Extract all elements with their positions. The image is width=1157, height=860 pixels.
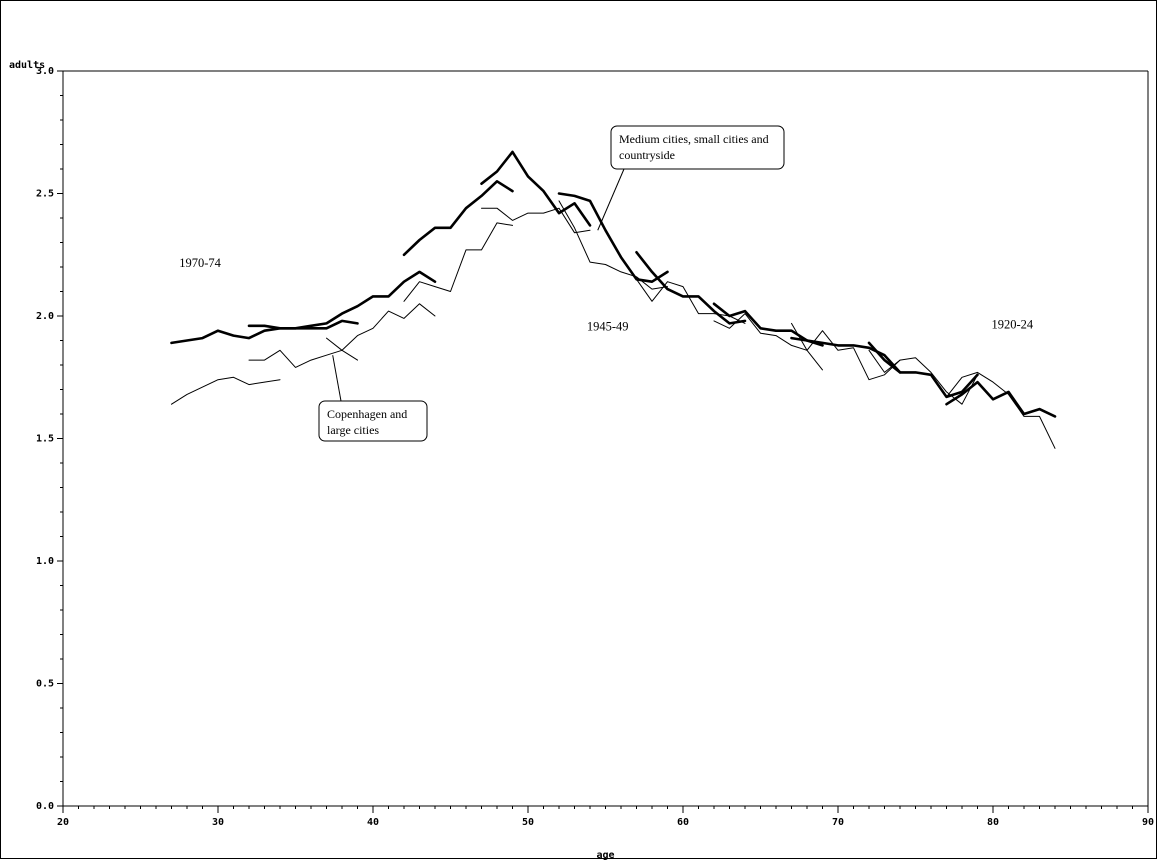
- series-line-thin-16: [636, 278, 746, 324]
- y-tick-label: 1.5: [36, 434, 54, 445]
- x-tick-label: 50: [522, 817, 534, 828]
- y-tick-label: 2.5: [36, 189, 54, 200]
- series-line-thick-5: [635, 251, 747, 325]
- period-label: 1920-24: [991, 317, 1033, 331]
- axes: 20 30 40 50 60 70 80 90 0.0 0.5 1.0 1.5 2.0 2.5 3.0 age…: [9, 60, 1154, 860]
- series-line-thin-20: [946, 371, 1056, 449]
- series-line-thin-17: [713, 313, 823, 371]
- series-line-thin-13: [403, 222, 513, 302]
- x-tick-label: 60: [677, 817, 689, 828]
- series-line-thin-19: [868, 349, 978, 405]
- callout-text: Copenhagen and: [327, 407, 407, 421]
- series-line-thick-0: [170, 319, 359, 345]
- series-line-thin-14: [481, 207, 591, 234]
- callout-leader: [597, 168, 625, 231]
- series-line-thin-15: [558, 200, 668, 290]
- y-tick-label: 0.5: [36, 679, 54, 690]
- series-line-thick-9: [945, 380, 1057, 418]
- x-tick-label: 90: [1142, 817, 1154, 828]
- x-tick-label: 20: [57, 817, 69, 828]
- period-label: 1945-49: [587, 320, 629, 334]
- series-line-thick-7: [790, 336, 902, 374]
- series-line-thin-11: [248, 349, 358, 368]
- series-line-thin-18: [791, 322, 901, 381]
- series-line-thin-12: [326, 303, 436, 351]
- y-tick-label: 1.0: [36, 556, 54, 567]
- y-tick-label: 0.0: [36, 801, 54, 812]
- callout-box: [610, 125, 785, 170]
- x-tick-label: 40: [367, 817, 379, 828]
- series-line-thick-4: [557, 192, 669, 284]
- x-tick-label: 70: [832, 817, 844, 828]
- x-axis-label: age: [596, 850, 614, 860]
- x-tick-label: 80: [987, 817, 999, 828]
- x-tick-label: 30: [212, 817, 224, 828]
- callout-text: Medium cities, small cities and: [619, 132, 769, 146]
- y-tick-label: 2.0: [36, 311, 54, 322]
- callout-box: [318, 400, 428, 442]
- callout-leader: [332, 355, 342, 402]
- series-line-thick-1: [247, 270, 437, 330]
- period-label: 1970-74: [179, 256, 221, 270]
- series-line-thin-10: [171, 376, 281, 405]
- callout-text: large cities: [327, 423, 379, 437]
- series-lines: [170, 150, 1057, 449]
- series-line-thick-8: [867, 341, 979, 399]
- series-line-thick-3: [480, 150, 592, 227]
- y-tick-label: 3.0: [36, 66, 54, 77]
- series-line-thick-2: [402, 180, 514, 257]
- callout-text: countryside: [619, 148, 675, 162]
- annotations: 1970-74 1945-49 1920-24 Medium cities, smal…: [179, 125, 1034, 442]
- y-axis-label: adults: [9, 60, 45, 71]
